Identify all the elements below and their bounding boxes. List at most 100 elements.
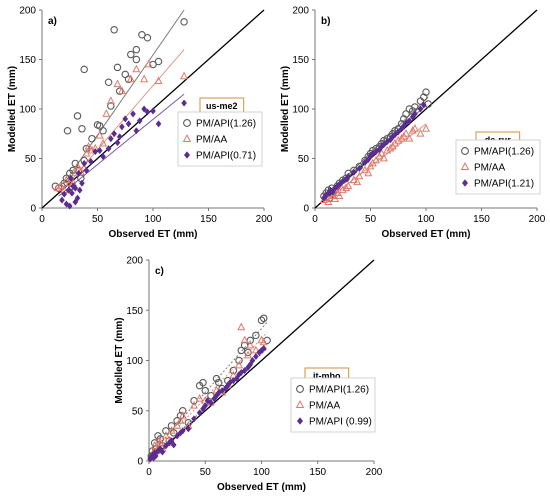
- data-point-circle: [99, 127, 107, 135]
- data-point-triangle: [333, 188, 342, 197]
- data-point-diamond: [70, 182, 76, 190]
- panel-letter: a): [48, 16, 57, 27]
- data-point-triangle: [176, 416, 185, 424]
- data-point-circle: [259, 314, 268, 323]
- data-point-circle: [107, 102, 115, 110]
- data-point-diamond: [75, 169, 82, 177]
- data-point-circle: [88, 134, 96, 143]
- x-axis-label: Observed ET (mm): [382, 229, 471, 240]
- data-point-diamond: [380, 141, 387, 149]
- data-point-triangle: [353, 177, 362, 186]
- series-3: [58, 93, 187, 210]
- x-axis-label: Observed ET (mm): [217, 482, 306, 493]
- data-point-circle: [80, 65, 88, 74]
- data-point-diamond: [105, 144, 112, 153]
- data-point-triangle: [117, 86, 126, 95]
- y-tick-label: 100: [126, 356, 143, 367]
- y-tick-label: 50: [298, 154, 310, 165]
- x-tick-label: 150: [473, 214, 490, 225]
- data-point-diamond: [170, 441, 177, 449]
- site-label: us-me2: [206, 101, 238, 111]
- data-point-diamond: [141, 105, 148, 113]
- data-point-diamond: [336, 180, 343, 188]
- data-point-triangle: [364, 168, 373, 177]
- legend-box: [290, 377, 376, 433]
- data-point-diamond: [202, 402, 209, 410]
- one-to-one-line: [148, 259, 375, 462]
- data-point-triangle: [144, 59, 153, 68]
- data-point-diamond: [61, 190, 68, 198]
- data-point-circle: [229, 366, 238, 375]
- data-point-diamond: [260, 344, 267, 353]
- data-point-triangle: [173, 421, 182, 429]
- data-point-circle: [124, 75, 133, 84]
- legend-box: [455, 139, 541, 195]
- data-point-diamond: [162, 442, 169, 450]
- data-point-triangle: [95, 130, 104, 139]
- data-point-triangle: [335, 191, 344, 200]
- data-point-triangle: [383, 145, 392, 154]
- y-axis-label: Modelled ET (mm): [280, 66, 291, 152]
- legend-label: PM/API(1.26): [196, 119, 256, 130]
- data-point-triangle: [386, 143, 395, 152]
- data-point-triangle: [156, 438, 165, 446]
- data-point-triangle: [195, 393, 204, 402]
- data-point-diamond: [107, 135, 114, 143]
- data-point-diamond: [191, 415, 197, 423]
- x-axis-label: Observed ET (mm): [109, 229, 198, 240]
- legend-marker-circle: [461, 147, 469, 155]
- legend-label: PM/AA: [309, 401, 340, 412]
- data-point-triangle: [342, 183, 351, 192]
- data-point-circle: [252, 331, 260, 340]
- legend-marker-triangle: [295, 400, 305, 409]
- legend: PM/API(1.26) PM/AA PM/API(0.71): [177, 111, 263, 167]
- data-point-triangle: [355, 171, 364, 180]
- data-point-triangle: [84, 141, 93, 150]
- legend-marker-triangle: [460, 162, 470, 171]
- data-point-triangle: [372, 155, 381, 164]
- data-point-diamond: [100, 152, 106, 161]
- x-tick-label: 100: [418, 214, 435, 225]
- data-point-triangle: [87, 145, 96, 154]
- data-point-diamond: [181, 99, 187, 107]
- data-point-circle: [73, 112, 82, 120]
- legend-label: PM/AA: [474, 163, 505, 174]
- data-point-triangle: [154, 76, 163, 85]
- data-point-circle: [104, 78, 113, 87]
- data-point-circle: [127, 50, 135, 59]
- x-tick-label: 0: [312, 214, 318, 225]
- data-point-circle: [402, 110, 410, 118]
- data-point-diamond: [196, 409, 203, 417]
- series-3: [147, 344, 268, 463]
- y-tick-label: 200: [292, 6, 309, 17]
- x-tick-label: 50: [92, 214, 104, 225]
- data-point-diamond: [159, 448, 166, 456]
- data-point-diamond: [116, 133, 123, 141]
- data-point-triangle: [99, 138, 108, 147]
- data-point-circle: [422, 88, 430, 96]
- legend: PM/API(1.26) PM/AA PM/API (0.99): [290, 377, 376, 433]
- data-point-circle: [78, 125, 86, 133]
- data-point-circle: [95, 122, 104, 130]
- data-point-triangle: [377, 148, 386, 157]
- y-tick-label: 150: [126, 306, 143, 317]
- data-point-triangle: [344, 181, 353, 190]
- data-point-triangle: [240, 335, 249, 344]
- data-point-triangle: [167, 426, 176, 434]
- data-point-diamond: [72, 184, 79, 192]
- legend-label: PM/AA: [196, 135, 227, 146]
- data-point-triangle: [132, 64, 141, 73]
- data-point-diamond: [130, 110, 136, 118]
- y-tick-label: 50: [132, 406, 144, 417]
- data-point-circle: [63, 127, 72, 135]
- data-point-diamond: [356, 164, 363, 173]
- series-3: [320, 101, 427, 202]
- y-tick-label: 150: [19, 55, 36, 66]
- data-point-circle: [215, 378, 223, 387]
- data-point-circle: [121, 70, 130, 79]
- data-point-circle: [143, 33, 152, 42]
- data-point-circle: [411, 103, 419, 111]
- data-point-triangle: [150, 441, 159, 449]
- data-point-circle: [132, 45, 141, 54]
- legend-marker-triangle: [182, 134, 192, 143]
